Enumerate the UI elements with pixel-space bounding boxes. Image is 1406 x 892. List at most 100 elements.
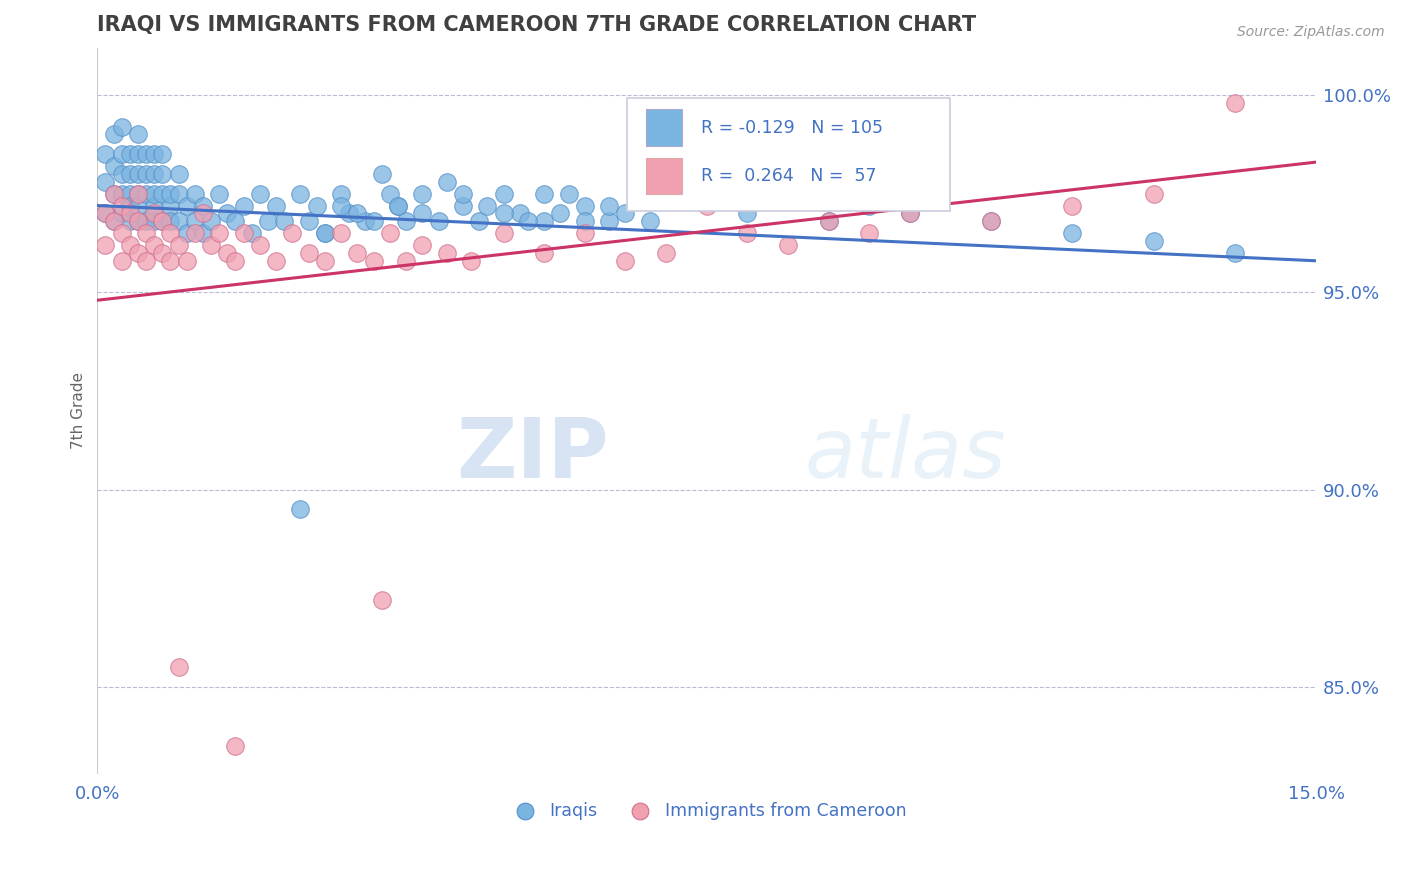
Point (111, 147, 134, 161)
Point (297, 214, 319, 228)
Point (314, 226, 336, 240)
Text: R = -0.129   N = 105: R = -0.129 N = 105 (700, 119, 883, 136)
Point (103, 159, 125, 173)
Point (200, 214, 222, 228)
Point (127, 214, 149, 228)
Point (460, 253, 482, 268)
Point (1142, 234, 1164, 248)
Point (208, 186, 231, 201)
Point (200, 238, 222, 252)
Point (118, 198, 141, 212)
Point (363, 214, 385, 228)
Point (370, 593, 392, 607)
Point (638, 214, 661, 228)
Point (167, 214, 190, 228)
Point (127, 186, 149, 201)
Point (655, 245, 678, 260)
Point (517, 214, 540, 228)
Point (94, 238, 117, 252)
Point (191, 198, 214, 212)
Point (598, 198, 620, 212)
Point (533, 214, 555, 228)
Point (150, 167, 173, 181)
Point (290, 186, 312, 201)
Point (314, 253, 336, 268)
Legend: Iraqis, Immigrants from Cameroon: Iraqis, Immigrants from Cameroon (501, 795, 914, 827)
Point (94, 175, 117, 189)
Point (817, 214, 839, 228)
Point (509, 206, 531, 220)
Point (240, 226, 263, 240)
Point (167, 167, 190, 181)
Point (387, 198, 409, 212)
Point (314, 226, 336, 240)
Point (159, 198, 181, 212)
Point (737, 206, 759, 220)
Point (111, 253, 134, 268)
Point (427, 214, 450, 228)
Point (217, 206, 239, 220)
FancyBboxPatch shape (645, 110, 682, 145)
Point (492, 206, 515, 220)
Point (224, 739, 246, 753)
Point (257, 214, 280, 228)
Point (191, 226, 214, 240)
Point (290, 502, 312, 516)
Point (217, 245, 239, 260)
Point (378, 226, 401, 240)
Point (111, 206, 134, 220)
Point (135, 167, 157, 181)
Point (574, 198, 596, 212)
Point (159, 214, 181, 228)
Point (103, 186, 125, 201)
Text: IRAQI VS IMMIGRANTS FROM CAMEROON 7TH GRADE CORRELATION CHART: IRAQI VS IMMIGRANTS FROM CAMEROON 7TH GR… (97, 15, 977, 35)
Point (232, 226, 254, 240)
Point (143, 238, 166, 252)
Point (224, 253, 246, 268)
Point (980, 214, 1002, 228)
Point (370, 167, 392, 181)
Point (363, 253, 385, 268)
Point (451, 186, 474, 201)
Point (135, 147, 157, 161)
Point (411, 186, 433, 201)
Point (232, 198, 254, 212)
Text: R =  0.264   N =  57: R = 0.264 N = 57 (700, 167, 876, 185)
Point (150, 214, 173, 228)
Point (574, 214, 596, 228)
Point (94, 206, 117, 220)
Point (127, 245, 149, 260)
Point (264, 198, 287, 212)
Point (118, 206, 141, 220)
Point (533, 245, 555, 260)
Point (103, 128, 125, 142)
Point (436, 245, 458, 260)
Point (451, 198, 474, 212)
Point (737, 226, 759, 240)
Point (249, 186, 271, 201)
Point (858, 226, 880, 240)
Point (395, 214, 418, 228)
Point (135, 214, 157, 228)
FancyBboxPatch shape (645, 158, 682, 194)
Point (167, 238, 190, 252)
Point (614, 206, 637, 220)
Point (103, 186, 125, 201)
Point (1062, 198, 1084, 212)
Point (281, 226, 304, 240)
Y-axis label: 7th Grade: 7th Grade (72, 372, 86, 450)
Point (150, 147, 173, 161)
Point (94, 147, 117, 161)
Point (103, 214, 125, 228)
Point (492, 186, 515, 201)
Point (492, 226, 515, 240)
Point (817, 214, 839, 228)
Point (184, 214, 207, 228)
Point (143, 147, 166, 161)
Point (598, 214, 620, 228)
Point (118, 167, 141, 181)
Point (1223, 245, 1246, 260)
Point (150, 245, 173, 260)
Point (858, 198, 880, 212)
Point (614, 253, 637, 268)
